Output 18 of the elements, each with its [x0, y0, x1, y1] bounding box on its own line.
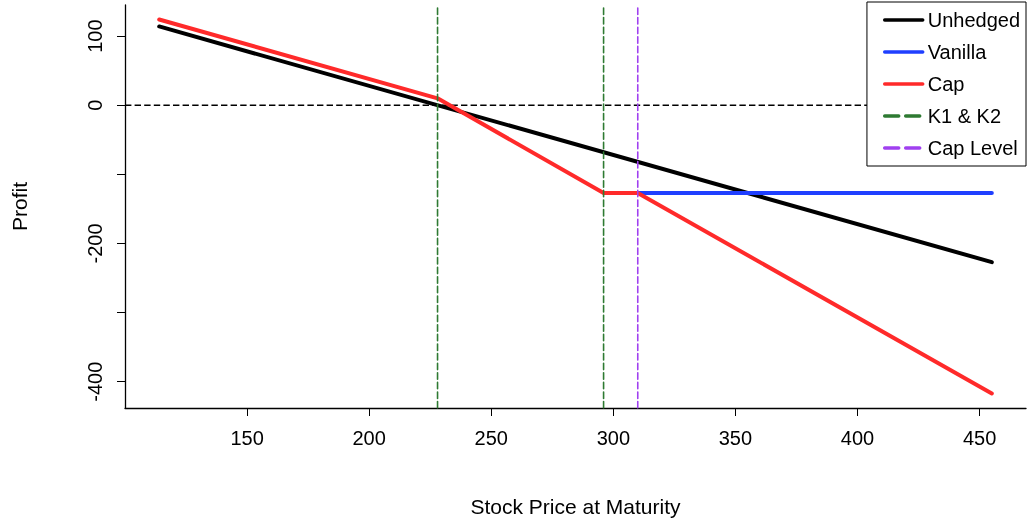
legend-label: Unhedged	[927, 9, 1021, 31]
y-tick-label: -400	[84, 361, 106, 402]
legend-label: Cap Level	[927, 137, 1018, 159]
legend-label: Cap	[927, 73, 965, 95]
y-tick-label: 100	[84, 19, 106, 53]
y-tick-label: -200	[84, 223, 106, 264]
x-tick-label: 200	[352, 427, 386, 449]
legend-label: Vanilla	[927, 41, 988, 63]
x-tick-label: 250	[474, 427, 508, 449]
x-tick-label: 350	[718, 427, 753, 449]
y-axis-title: Profit	[8, 181, 31, 232]
x-tick-label: 300	[596, 427, 631, 449]
y-tick-label: 0	[84, 99, 106, 111]
x-tick-label: 400	[840, 427, 875, 449]
x-axis-title: Stock Price at Maturity	[470, 495, 682, 518]
x-tick-label: 150	[230, 427, 264, 449]
legend-label: K1 & K2	[927, 105, 1002, 127]
x-tick-label: 450	[962, 427, 997, 449]
